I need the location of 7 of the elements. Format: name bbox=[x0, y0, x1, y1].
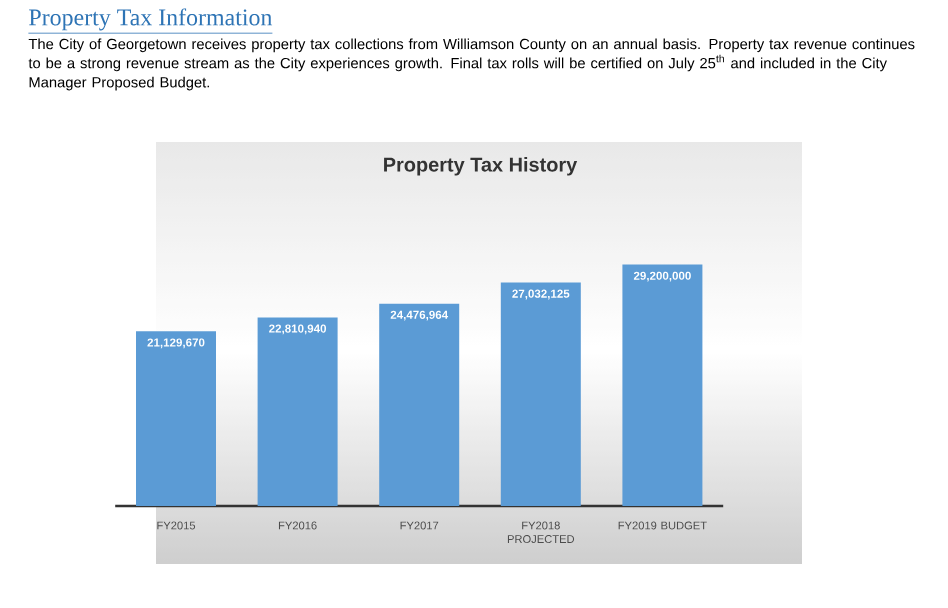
bar bbox=[500, 282, 581, 506]
chart-title: Property Tax History bbox=[384, 157, 578, 176]
text: Property Tax Information bbox=[29, 8, 273, 31]
bar bbox=[622, 264, 703, 506]
bar bbox=[379, 303, 460, 506]
bar bbox=[257, 317, 338, 506]
bar bbox=[136, 331, 216, 506]
